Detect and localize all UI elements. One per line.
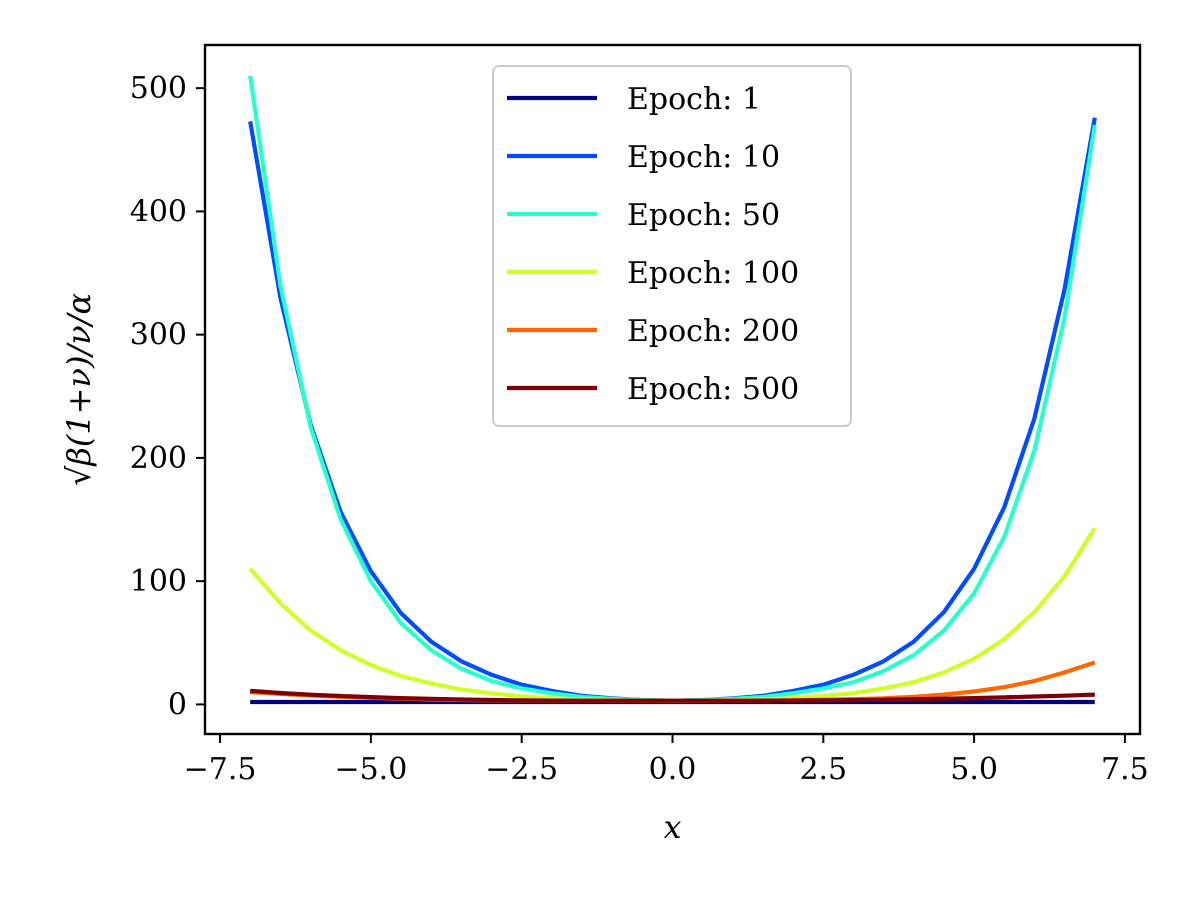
x-tick-label: −5.0	[334, 752, 407, 787]
y-axis-title: √β(1+ν)/ν/α	[60, 293, 98, 486]
legend-label: Epoch: 500	[627, 372, 799, 407]
y-tick-label: 500	[130, 71, 187, 106]
x-tick-label: −7.5	[184, 752, 257, 787]
legend-label: Epoch: 200	[627, 314, 799, 349]
series-layer	[248, 75, 1097, 705]
x-tick-label: 0.0	[649, 752, 697, 787]
legend-label: Epoch: 100	[627, 256, 799, 291]
y-tick-label: 200	[130, 441, 187, 476]
y-axis: 0 100 200 300 400 500	[130, 71, 205, 722]
y-tick-label: 0	[168, 687, 187, 722]
y-tick-label: 400	[130, 194, 187, 229]
x-axis-title: x	[663, 808, 681, 846]
series-line-6	[250, 688, 1095, 703]
y-tick-label: 100	[130, 564, 187, 599]
x-tick-label: 7.5	[1101, 752, 1149, 787]
legend-label: Epoch: 50	[627, 198, 780, 233]
legend: Epoch: 1 Epoch: 10 Epoch: 50 Epoch: 100 Epoc…	[492, 65, 852, 427]
x-tick-label: 2.5	[799, 752, 847, 787]
x-tick-label: 5.0	[950, 752, 998, 787]
x-tick-label: −2.5	[485, 752, 558, 787]
x-axis: −7.5 −5.0 −2.5 0.0 2.5 5.0 7.5	[184, 734, 1149, 787]
legend-label: Epoch: 10	[627, 140, 780, 175]
legend-label: Epoch: 1	[627, 82, 761, 117]
y-tick-label: 300	[130, 318, 187, 353]
